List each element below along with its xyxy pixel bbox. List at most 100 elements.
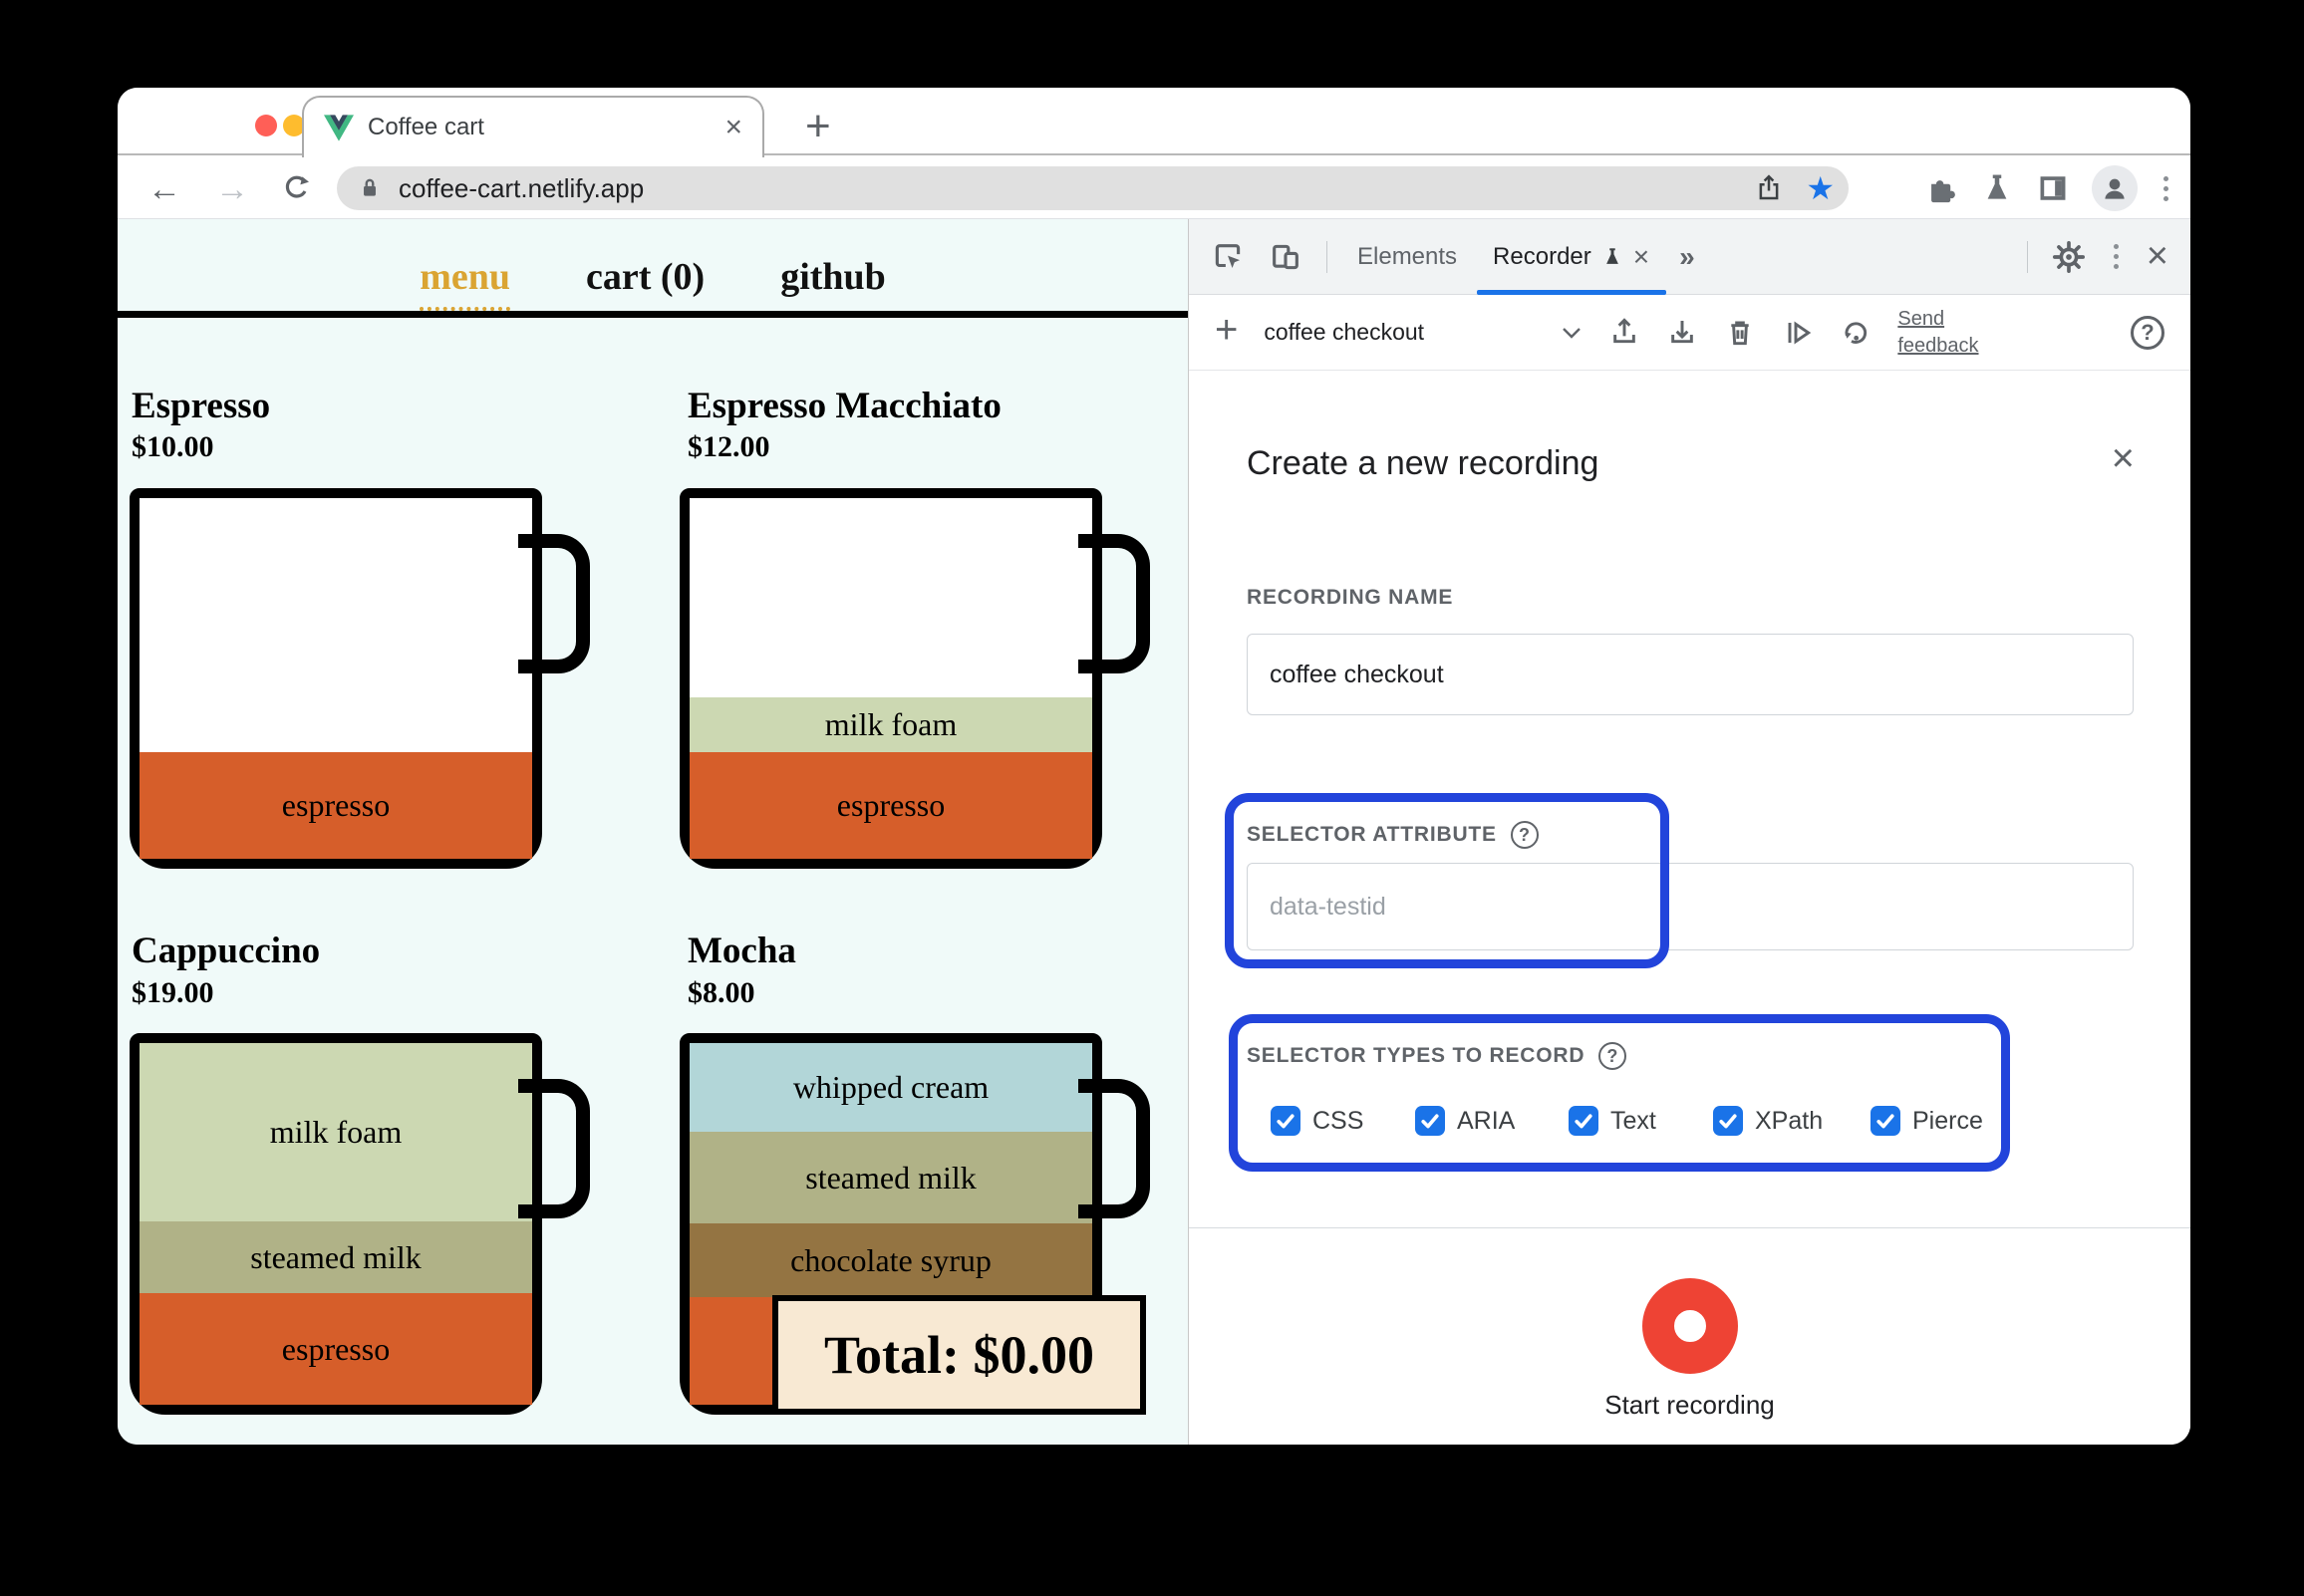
start-recording-label: Start recording bbox=[1604, 1390, 1775, 1420]
macos-close-button[interactable] bbox=[255, 115, 277, 136]
coffee-cart-app: menu cart (0) github Espresso $10.00 esp… bbox=[118, 219, 1188, 1445]
item-name-espresso: Espresso bbox=[132, 386, 271, 426]
lock-icon bbox=[357, 174, 383, 202]
send-feedback-link[interactable]: Send feedback bbox=[1897, 307, 1979, 357]
layer-whipped-cream: whipped cream bbox=[690, 1043, 1092, 1132]
tab-strip: Coffee cart × + bbox=[118, 88, 2190, 157]
item-name-cappuccino: Cappuccino bbox=[132, 931, 321, 971]
checkbox-checked-icon bbox=[1713, 1106, 1743, 1136]
profile-avatar[interactable] bbox=[2092, 165, 2138, 211]
tab-elements[interactable]: Elements bbox=[1357, 242, 1458, 270]
checkbox-pierce[interactable]: Pierce bbox=[1871, 1104, 1983, 1138]
recording-name-label: RECORDING NAME bbox=[1247, 586, 1454, 609]
extensions-puzzle-icon[interactable] bbox=[1924, 171, 1958, 205]
inspect-element-icon[interactable] bbox=[1211, 240, 1245, 274]
recorder-footer: Start recording bbox=[1189, 1227, 2190, 1445]
recording-name-input[interactable] bbox=[1247, 634, 2134, 715]
address-bar[interactable]: coffee-cart.netlify.app ★ bbox=[337, 166, 1849, 210]
bookmark-star-icon[interactable]: ★ bbox=[1806, 170, 1835, 206]
checkbox-checked-icon bbox=[1415, 1106, 1445, 1136]
espresso-macchiato-cup[interactable]: milk foam espresso bbox=[680, 488, 1150, 869]
devtools-close-icon[interactable]: × bbox=[2146, 235, 2168, 277]
add-recording-icon[interactable]: + bbox=[1215, 308, 1239, 352]
nav-divider bbox=[118, 311, 1188, 318]
app-nav: menu cart (0) github bbox=[118, 219, 1188, 311]
browser-window: Coffee cart × + ← → coffee-cart.netlify.… bbox=[118, 88, 2190, 1445]
url-text: coffee-cart.netlify.app bbox=[399, 172, 645, 203]
layer-chocolate-syrup: chocolate syrup bbox=[690, 1223, 1092, 1297]
divider bbox=[1326, 240, 1327, 273]
forward-icon: → bbox=[215, 170, 249, 208]
side-panel-icon[interactable] bbox=[2036, 171, 2070, 205]
selector-attribute-help-icon[interactable]: ? bbox=[1510, 821, 1539, 849]
browser-toolbar: ← → coffee-cart.netlify.app bbox=[118, 157, 2190, 219]
start-recording-button[interactable] bbox=[1642, 1278, 1738, 1374]
checkbox-text[interactable]: Text bbox=[1569, 1104, 1656, 1138]
tab-close-icon[interactable]: × bbox=[724, 111, 742, 143]
browser-menu-icon[interactable] bbox=[2160, 172, 2172, 205]
cup-handle bbox=[518, 1079, 590, 1218]
cappuccino-cup[interactable]: milk foam steamed milk espresso bbox=[130, 1033, 590, 1415]
browser-tab[interactable]: Coffee cart × bbox=[302, 96, 764, 157]
divider bbox=[2026, 240, 2028, 273]
devtools-tab-bar: Elements Recorder × » bbox=[1189, 219, 2190, 295]
layer-milk-foam: milk foam bbox=[140, 1043, 532, 1221]
step-replay-icon[interactable] bbox=[1782, 317, 1814, 349]
import-recording-icon[interactable] bbox=[1666, 317, 1698, 349]
tab-recorder[interactable]: Recorder × bbox=[1477, 219, 1667, 295]
item-price-cappuccino: $19.00 bbox=[132, 976, 214, 1009]
checkbox-checked-icon bbox=[1271, 1106, 1300, 1136]
more-tabs-icon[interactable]: » bbox=[1679, 240, 1695, 272]
layer-espresso: espresso bbox=[140, 752, 532, 859]
recorder-toolbar: + coffee checkout bbox=[1189, 295, 2190, 371]
item-price-mocha: $8.00 bbox=[688, 976, 755, 1009]
chevron-down-icon bbox=[1563, 327, 1582, 339]
replay-settings-icon[interactable] bbox=[1840, 317, 1872, 349]
item-name-mocha: Mocha bbox=[688, 931, 796, 971]
selector-attribute-input[interactable] bbox=[1247, 863, 2134, 950]
layer-steamed-milk: steamed milk bbox=[690, 1132, 1092, 1223]
checkbox-xpath[interactable]: XPath bbox=[1713, 1104, 1823, 1138]
cup-handle bbox=[518, 534, 590, 673]
active-tab-underline bbox=[1477, 289, 1667, 295]
espresso-cup[interactable]: espresso bbox=[130, 488, 590, 869]
cup-handle bbox=[1078, 534, 1150, 673]
checkbox-checked-icon bbox=[1871, 1106, 1900, 1136]
layer-espresso: espresso bbox=[690, 752, 1092, 859]
delete-recording-icon[interactable] bbox=[1724, 317, 1756, 349]
close-recorder-tab-icon[interactable]: × bbox=[1632, 240, 1650, 272]
device-toolbar-icon[interactable] bbox=[1269, 240, 1302, 274]
vue-favicon-icon bbox=[324, 114, 354, 141]
recorder-help-icon[interactable]: ? bbox=[2131, 315, 2164, 350]
devtools-panel: Elements Recorder × » bbox=[1188, 219, 2190, 1445]
export-recording-icon[interactable] bbox=[1608, 317, 1640, 349]
cart-total: Total: $0.00 bbox=[772, 1295, 1146, 1415]
item-price-espresso: $10.00 bbox=[132, 430, 214, 463]
tab-title: Coffee cart bbox=[368, 114, 484, 140]
macos-minimize-button[interactable] bbox=[283, 115, 305, 136]
nav-link-github[interactable]: github bbox=[780, 256, 886, 298]
layer-milk-foam: milk foam bbox=[690, 697, 1092, 752]
back-icon[interactable]: ← bbox=[147, 170, 181, 208]
devtools-menu-icon[interactable] bbox=[2110, 240, 2123, 273]
selector-attribute-label: SELECTOR ATTRIBUTE ? bbox=[1247, 821, 1539, 849]
checkbox-css[interactable]: CSS bbox=[1271, 1104, 1363, 1138]
selector-types-highlight bbox=[1229, 1014, 2010, 1172]
layer-espresso: espresso bbox=[140, 1293, 532, 1405]
checkbox-checked-icon bbox=[1569, 1106, 1598, 1136]
new-tab-button[interactable]: + bbox=[805, 102, 831, 150]
experiments-flask-icon[interactable] bbox=[1980, 171, 2014, 205]
flask-icon bbox=[1601, 246, 1623, 268]
item-price-espresso-macchiato: $12.00 bbox=[688, 430, 770, 463]
selector-types-label: SELECTOR TYPES TO RECORD ? bbox=[1247, 1042, 1627, 1070]
selector-types-help-icon[interactable]: ? bbox=[1598, 1042, 1627, 1070]
share-icon[interactable] bbox=[1754, 171, 1784, 205]
reload-icon[interactable] bbox=[279, 173, 311, 205]
nav-link-cart[interactable]: cart (0) bbox=[585, 256, 706, 298]
checkbox-aria[interactable]: ARIA bbox=[1415, 1104, 1515, 1138]
nav-link-menu[interactable]: menu bbox=[420, 255, 510, 311]
panel-close-icon[interactable]: × bbox=[2111, 436, 2135, 480]
recording-select[interactable]: coffee checkout bbox=[1264, 319, 1583, 346]
devtools-settings-gear-icon[interactable] bbox=[2052, 240, 2086, 274]
